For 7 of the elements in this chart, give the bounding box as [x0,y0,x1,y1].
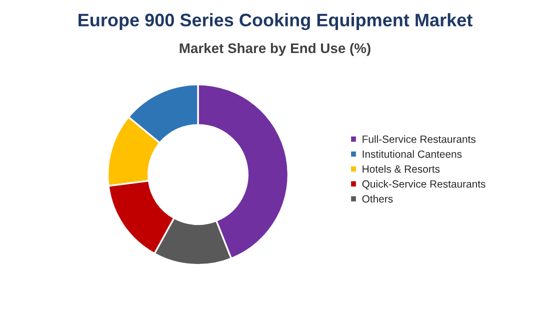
chart-title: Europe 900 Series Cooking Equipment Market [78,13,472,30]
legend-label: Hotels & Resorts [362,165,440,173]
legend-label: Full-Service Restaurants [362,135,476,143]
chart-subtitle: Market Share by End Use (%) [180,42,370,56]
legend-label: Others [362,194,393,203]
legend-label: Quick-Service Restaurants [362,180,486,190]
legend-label: Institutional Canteens [362,150,462,158]
